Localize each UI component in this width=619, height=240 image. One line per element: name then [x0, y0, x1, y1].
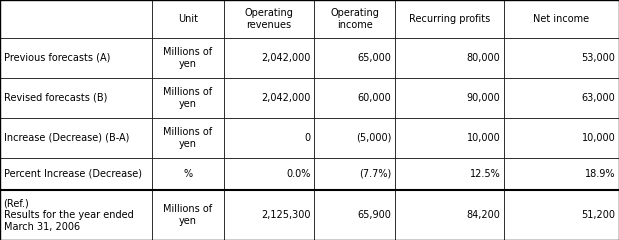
- Text: 2,125,300: 2,125,300: [261, 210, 311, 220]
- Bar: [504, 118, 619, 158]
- Text: Millions of
yen: Millions of yen: [163, 87, 212, 109]
- Text: 60,000: 60,000: [358, 93, 391, 103]
- Text: 51,200: 51,200: [581, 210, 615, 220]
- Bar: [395, 78, 504, 118]
- Bar: [395, 38, 504, 78]
- Bar: [395, 0, 504, 38]
- Text: Revised forecasts (B): Revised forecasts (B): [4, 93, 107, 103]
- Text: 80,000: 80,000: [467, 53, 501, 63]
- Bar: [224, 0, 314, 38]
- Text: (7.7%): (7.7%): [359, 169, 391, 179]
- Text: 2,042,000: 2,042,000: [261, 53, 311, 63]
- Text: 65,900: 65,900: [358, 210, 391, 220]
- Text: 65,000: 65,000: [358, 53, 391, 63]
- Bar: [152, 158, 224, 190]
- Text: Millions of
yen: Millions of yen: [163, 47, 212, 69]
- Bar: [224, 38, 314, 78]
- Text: 2,042,000: 2,042,000: [261, 93, 311, 103]
- Bar: [314, 118, 395, 158]
- Text: (5,000): (5,000): [356, 133, 391, 143]
- Bar: [395, 190, 504, 240]
- Bar: [395, 158, 504, 190]
- Bar: [0, 118, 152, 158]
- Text: Millions of
yen: Millions of yen: [163, 127, 212, 149]
- Text: 0.0%: 0.0%: [286, 169, 311, 179]
- Text: (Ref.)
Results for the year ended
March 31, 2006: (Ref.) Results for the year ended March …: [4, 198, 133, 232]
- Text: %: %: [183, 169, 193, 179]
- Bar: [314, 158, 395, 190]
- Text: 63,000: 63,000: [582, 93, 615, 103]
- Bar: [0, 78, 152, 118]
- Text: Previous forecasts (A): Previous forecasts (A): [4, 53, 110, 63]
- Text: Operating
revenues: Operating revenues: [245, 8, 293, 30]
- Text: 84,200: 84,200: [467, 210, 501, 220]
- Bar: [0, 0, 152, 38]
- Text: Operating
income: Operating income: [330, 8, 379, 30]
- Text: 90,000: 90,000: [467, 93, 501, 103]
- Bar: [152, 78, 224, 118]
- Bar: [504, 38, 619, 78]
- Bar: [152, 0, 224, 38]
- Bar: [395, 118, 504, 158]
- Bar: [314, 190, 395, 240]
- Bar: [152, 38, 224, 78]
- Text: 53,000: 53,000: [582, 53, 615, 63]
- Text: 12.5%: 12.5%: [470, 169, 501, 179]
- Text: 0: 0: [305, 133, 311, 143]
- Bar: [152, 190, 224, 240]
- Bar: [504, 0, 619, 38]
- Text: Recurring profits: Recurring profits: [409, 14, 490, 24]
- Bar: [0, 38, 152, 78]
- Bar: [224, 190, 314, 240]
- Text: Increase (Decrease) (B-A): Increase (Decrease) (B-A): [4, 133, 129, 143]
- Text: Net income: Net income: [534, 14, 589, 24]
- Text: Percent Increase (Decrease): Percent Increase (Decrease): [4, 169, 142, 179]
- Bar: [152, 118, 224, 158]
- Bar: [504, 78, 619, 118]
- Text: 18.9%: 18.9%: [585, 169, 615, 179]
- Bar: [504, 158, 619, 190]
- Bar: [224, 158, 314, 190]
- Text: Unit: Unit: [178, 14, 198, 24]
- Bar: [504, 190, 619, 240]
- Bar: [0, 158, 152, 190]
- Text: Millions of
yen: Millions of yen: [163, 204, 212, 226]
- Bar: [224, 78, 314, 118]
- Text: 10,000: 10,000: [467, 133, 501, 143]
- Bar: [314, 78, 395, 118]
- Bar: [314, 0, 395, 38]
- Bar: [224, 118, 314, 158]
- Text: 10,000: 10,000: [582, 133, 615, 143]
- Bar: [0, 190, 152, 240]
- Bar: [314, 38, 395, 78]
